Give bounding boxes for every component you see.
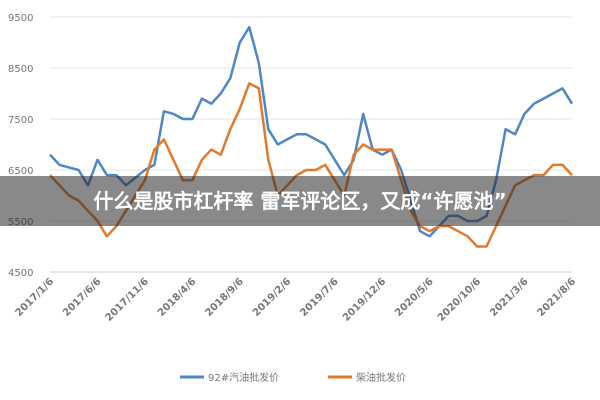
y-tick-label: 8500	[8, 64, 33, 75]
y-tick-label: 9500	[8, 13, 33, 24]
legend-label: 92#汽油批发价	[208, 371, 279, 384]
legend-label: 柴油批发价	[356, 371, 406, 384]
y-tick-label: 6500	[8, 166, 33, 177]
y-tick-label: 4500	[8, 268, 33, 279]
overlay-text: 什么是股市杠杆率 雷军评论区，又成“许愿池”	[93, 189, 506, 213]
overlay-band	[0, 176, 600, 226]
y-tick-label: 7500	[8, 115, 33, 126]
